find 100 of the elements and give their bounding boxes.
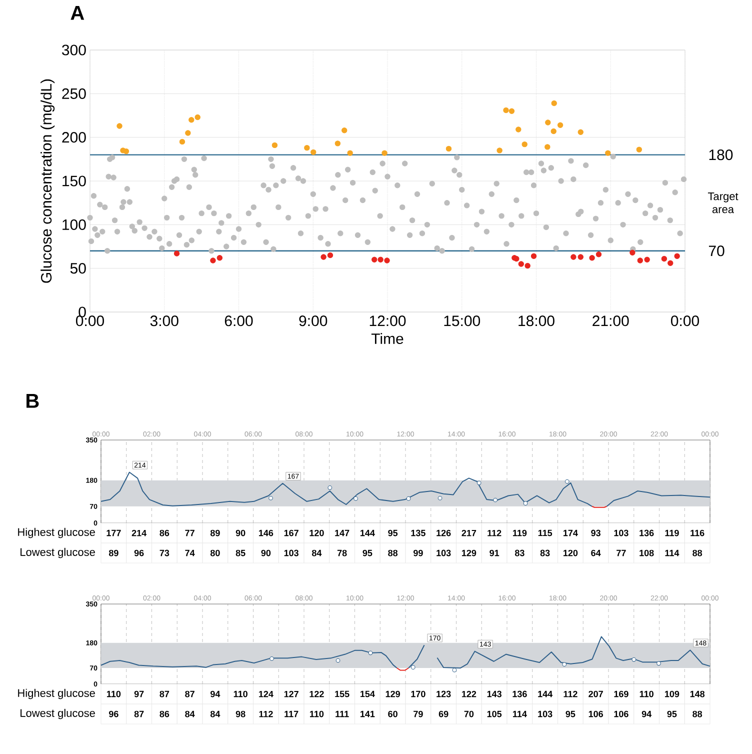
data-label: 120 — [310, 530, 324, 536]
data-label: 106 — [588, 710, 603, 718]
data-label: 88 — [692, 710, 702, 718]
data-label: 110 — [640, 690, 654, 698]
data-label: 73 — [160, 550, 170, 556]
data-label: 155 — [335, 690, 350, 698]
data-label: 170 — [411, 690, 426, 698]
ref-line-label: 180 — [709, 149, 733, 160]
data-label: 83 — [514, 550, 524, 556]
data-label: 87 — [160, 690, 170, 698]
data-label: 127 — [284, 690, 298, 698]
data-label: 84 — [210, 710, 220, 718]
data-label: 98 — [236, 710, 246, 718]
y-tick-label: Highest glucose — [18, 688, 95, 700]
y-tick-label: Highest glucose — [18, 528, 95, 538]
data-label: 126 — [436, 530, 451, 536]
data-label: 105 — [487, 710, 502, 718]
y-tick-label: 150 — [62, 176, 86, 186]
data-label: 103 — [538, 710, 552, 718]
data-label: 114 — [512, 710, 527, 718]
data-label: 110 — [234, 690, 248, 698]
data-label: 95 — [388, 530, 398, 536]
data-label: 93 — [591, 530, 600, 536]
data-label: 112 — [564, 690, 578, 698]
data-label: 103 — [284, 550, 298, 556]
y-tick-label: Lowest glucose — [20, 548, 95, 558]
data-label: 106 — [614, 710, 628, 718]
x-tick-label: 21:00 — [592, 316, 629, 326]
data-label: 79 — [414, 710, 423, 718]
data-label: 69 — [438, 710, 448, 718]
data-label: 111 — [336, 710, 349, 718]
x-axis-title: Time — [371, 333, 404, 344]
data-label: 87 — [134, 710, 144, 718]
chart-title: A — [70, 6, 84, 20]
data-label: 86 — [160, 710, 170, 718]
x-tick-label: 15:00 — [444, 316, 480, 326]
data-label: 85 — [236, 550, 246, 556]
data-label: 122 — [462, 690, 476, 698]
data-label: 177 — [106, 530, 121, 536]
data-label: 91 — [490, 550, 500, 556]
x-tick-label: 0:00 — [670, 316, 700, 326]
data-label: 143 — [487, 690, 502, 698]
data-label: 144 — [538, 690, 553, 698]
y-tick-label: 50 — [70, 263, 86, 274]
y-tick-label: 100 — [62, 219, 86, 230]
data-label: 109 — [665, 690, 680, 698]
data-label: 77 — [616, 550, 626, 556]
data-label: 95 — [362, 550, 372, 556]
data-label: 83 — [540, 550, 550, 556]
x-tick-label: 18:00 — [518, 316, 554, 326]
y-tick-label: 300 — [62, 44, 86, 56]
data-label: 90 — [236, 530, 246, 536]
x-tick-label: 6:00 — [224, 316, 253, 326]
data-label: 169 — [614, 690, 628, 698]
data-label: 70 — [464, 710, 474, 718]
data-label: 96 — [108, 710, 118, 718]
data-label: 129 — [462, 550, 476, 556]
y-tick-label: 0 — [78, 306, 86, 318]
x-tick-label: 9:00 — [299, 316, 328, 326]
data-label: 129 — [386, 690, 400, 698]
data-label: 144 — [360, 530, 375, 536]
data-label: 148 — [690, 690, 705, 698]
data-label: 74 — [185, 550, 195, 556]
data-label: 167 — [284, 530, 298, 536]
data-label: 136 — [512, 690, 527, 698]
data-label: 146 — [258, 530, 274, 536]
data-label: 214 — [132, 530, 147, 536]
data-label: 95 — [566, 710, 576, 718]
data-label: 110 — [106, 690, 121, 698]
data-label: 114 — [665, 550, 680, 556]
data-label: 207 — [588, 690, 603, 698]
data-label: 96 — [134, 550, 144, 556]
data-label: 94 — [642, 710, 652, 718]
data-label: 64 — [591, 550, 601, 556]
ref-line-label: 70 — [708, 246, 724, 256]
data-label: 117 — [284, 710, 298, 718]
data-label: 97 — [134, 690, 144, 698]
data-label: 217 — [462, 530, 476, 536]
data-label: 84 — [312, 550, 322, 556]
data-label: 94 — [210, 690, 220, 698]
data-label: 119 — [512, 530, 527, 536]
data-label: 88 — [388, 550, 398, 556]
data-label: 136 — [640, 530, 654, 536]
data-label: 108 — [640, 550, 654, 556]
data-label: 95 — [667, 710, 677, 718]
data-label: 119 — [665, 530, 679, 536]
data-label: 110 — [310, 710, 324, 718]
data-label: 112 — [488, 530, 502, 536]
data-label: 154 — [360, 690, 375, 698]
data-label: 89 — [210, 530, 220, 536]
data-label: 84 — [185, 710, 195, 718]
data-label: 87 — [185, 690, 194, 698]
data-label: 115 — [538, 530, 552, 536]
data-label: 116 — [690, 530, 704, 536]
x-tick-label: 12:00 — [370, 316, 406, 326]
data-label: 86 — [160, 530, 170, 536]
data-label: 124 — [258, 690, 274, 698]
y-tick-label: Lowest glucose — [20, 708, 95, 720]
x-tick-label: 3:00 — [150, 316, 178, 326]
y-tick-label: 250 — [62, 88, 86, 99]
